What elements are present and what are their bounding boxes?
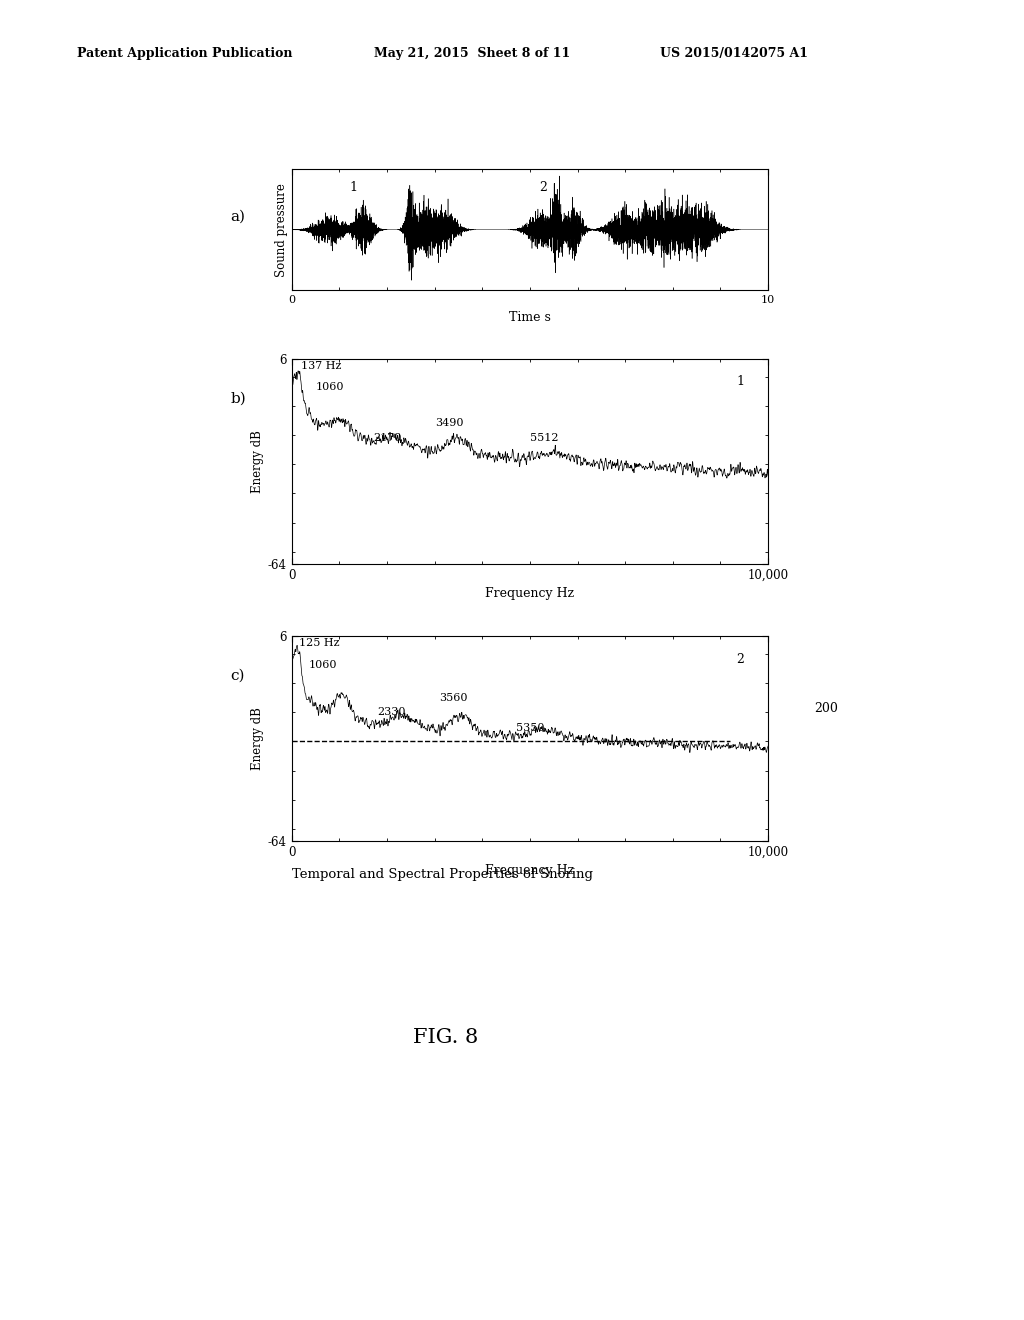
- Text: a): a): [230, 210, 246, 223]
- Text: Patent Application Publication: Patent Application Publication: [77, 46, 292, 59]
- Text: Temporal and Spectral Properties of Snoring: Temporal and Spectral Properties of Snor…: [292, 867, 593, 880]
- Text: FIG. 8: FIG. 8: [413, 1028, 478, 1047]
- X-axis label: Frequency Hz: Frequency Hz: [485, 865, 574, 878]
- X-axis label: Time s: Time s: [509, 310, 551, 323]
- Y-axis label: Sound pressure: Sound pressure: [274, 182, 288, 277]
- Text: 200: 200: [814, 702, 838, 715]
- Text: b): b): [230, 392, 246, 405]
- Text: c): c): [230, 669, 245, 682]
- Text: 1060: 1060: [308, 660, 337, 671]
- Text: 1: 1: [349, 181, 357, 194]
- Text: 1: 1: [736, 375, 744, 388]
- Text: 2330: 2330: [378, 708, 407, 717]
- Text: May 21, 2015  Sheet 8 of 11: May 21, 2015 Sheet 8 of 11: [374, 46, 570, 59]
- Text: US 2015/0142075 A1: US 2015/0142075 A1: [660, 46, 809, 59]
- Text: 3560: 3560: [439, 693, 468, 702]
- Text: 1060: 1060: [315, 381, 344, 392]
- Y-axis label: Energy dB: Energy dB: [251, 430, 264, 492]
- Text: 3490: 3490: [434, 418, 463, 428]
- Text: 2170: 2170: [373, 433, 401, 444]
- Text: 125 Hz: 125 Hz: [299, 639, 340, 648]
- Text: 2: 2: [540, 181, 547, 194]
- Text: 5350: 5350: [516, 723, 544, 733]
- Y-axis label: Energy dB: Energy dB: [251, 708, 264, 770]
- X-axis label: Frequency Hz: Frequency Hz: [485, 587, 574, 601]
- Text: 137 Hz: 137 Hz: [301, 362, 342, 371]
- Text: 5512: 5512: [530, 433, 558, 444]
- Text: 2: 2: [736, 652, 744, 665]
